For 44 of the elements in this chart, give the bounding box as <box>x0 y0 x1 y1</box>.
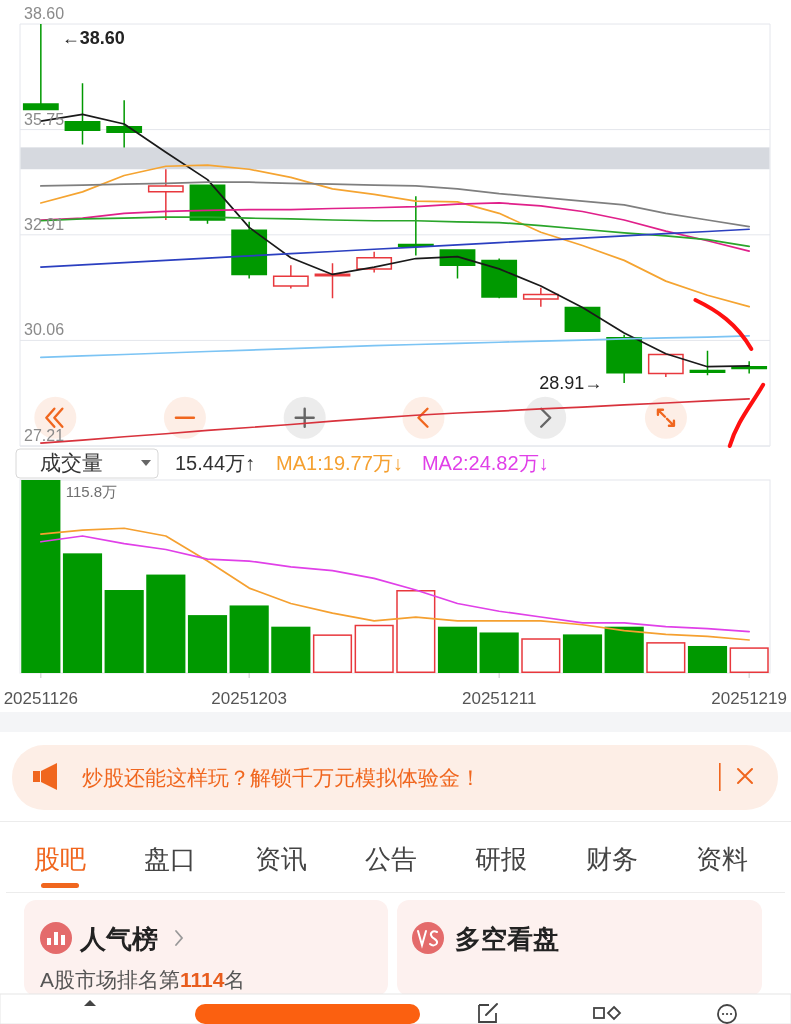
bar <box>687 645 728 673</box>
text: MA1:19.77万↓ <box>276 452 403 474</box>
bar <box>521 638 561 673</box>
category-label: 研报 <box>475 844 528 874</box>
category-label: 资料 <box>696 844 748 874</box>
chart-title: 成交量 <box>40 451 103 474</box>
bar <box>354 624 394 673</box>
x-tick-label: 20251126 <box>3 689 79 708</box>
annotation: 115.8万 <box>65 483 118 500</box>
category-label: 股吧 <box>34 844 86 874</box>
category-label: 盘口 <box>144 844 197 874</box>
bar <box>562 634 603 673</box>
annotation: ←38.60 <box>61 28 125 48</box>
bar <box>312 634 353 673</box>
y-tick-label: 32.91 <box>24 215 65 233</box>
bar <box>437 626 478 673</box>
text: 多空看盘 <box>455 924 559 954</box>
y-tick-label: 30.06 <box>24 321 65 339</box>
bar <box>396 590 436 673</box>
text: A股市场排名第1114名 <box>40 968 246 991</box>
bar <box>271 626 311 673</box>
bar <box>479 632 519 673</box>
category-label: 资讯 <box>254 844 307 874</box>
x-tick-label: 20251211 <box>461 689 537 708</box>
text: 人气榜 <box>79 924 158 954</box>
bar <box>646 642 686 673</box>
bar <box>187 615 228 673</box>
y-tick-label: 27.21 <box>24 427 65 444</box>
bar <box>21 480 61 673</box>
x-tick-label: 20251219 <box>711 689 787 708</box>
bar <box>604 626 644 673</box>
bar <box>62 553 103 673</box>
bar <box>104 590 144 673</box>
text: 炒股还能这样玩？解锁千万元模拟体验金！ <box>82 766 481 789</box>
text: 15.44万↑ <box>175 452 256 474</box>
y-tick-label: 38.60 <box>24 5 65 22</box>
annotation: 28.91→ <box>539 373 603 394</box>
text: MA2:24.82万↓ <box>421 452 549 474</box>
category-label: 公告 <box>365 844 417 874</box>
category-label: 财务 <box>585 844 638 874</box>
bar <box>146 574 186 673</box>
bar <box>729 647 769 673</box>
bar <box>229 605 269 673</box>
x-tick-label: 20251203 <box>211 689 287 708</box>
